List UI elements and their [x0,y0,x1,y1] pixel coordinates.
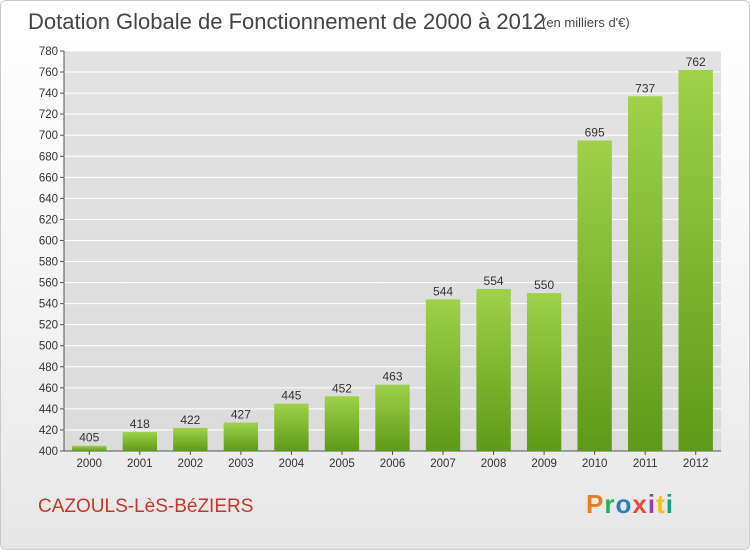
value-label: 422 [180,413,200,427]
y-tick-label: 760 [39,67,58,79]
x-tick-label: 2012 [683,458,709,470]
x-tick-label: 2002 [178,458,204,470]
bar [628,96,663,452]
bar [173,427,208,451]
x-tick-label: 2007 [430,458,456,470]
bar [375,384,410,451]
x-tick-label: 2000 [76,458,102,470]
value-label: 452 [332,381,352,395]
y-tick-label: 780 [39,46,58,58]
value-label: 554 [484,274,504,288]
x-tick-label: 2008 [481,458,507,470]
x-tick-label: 2011 [633,458,658,470]
bar [526,293,562,451]
plot-area: 400 420 440 460 480 500 520 540 560 580 600 620 640 6… [39,46,721,470]
value-label: 427 [231,408,251,422]
value-label: 405 [79,431,99,445]
x-tick-label: 2009 [531,458,557,470]
x-tick-label: 2010 [582,458,608,470]
y-tick-label: 480 [39,362,58,374]
x-tick-label: 2004 [279,458,305,470]
value-label: 463 [382,370,402,384]
value-label: 544 [433,284,453,298]
bar [324,396,360,451]
bar [122,432,157,451]
y-tick-label: 620 [39,214,58,226]
x-tick-label: 2006 [380,458,406,470]
logo-letter: t [656,489,666,519]
y-tick-label: 520 [39,320,58,332]
y-tick-label: 440 [39,404,58,416]
value-label: 737 [635,81,655,95]
y-tick-label: 720 [39,109,58,121]
proxiti-logo: Proxiti [586,489,674,520]
bar [577,140,612,451]
value-label: 418 [130,417,150,431]
logo-letter: r [604,489,616,519]
y-tick-label: 700 [39,130,58,142]
y-tick-label: 580 [39,257,58,269]
bar [223,422,259,451]
logo-letter: x [632,489,648,519]
y-tick-label: 400 [39,446,58,458]
y-tick-label: 500 [39,341,58,353]
x-tick-label: 2001 [127,458,153,470]
x-tick-label: 2003 [228,458,254,470]
y-tick-label: 680 [39,151,58,163]
x-tick-label: 2005 [329,458,355,470]
logo-letter: i [665,489,674,519]
bar [678,69,713,452]
bar [274,403,309,451]
y-tick-label: 640 [39,193,58,205]
bar [425,299,461,451]
commune-name: CAZOULS-LèS-BéZIERS [38,496,254,517]
value-label: 762 [686,55,706,69]
value-label: 550 [534,278,554,292]
y-tick-label: 460 [39,383,58,395]
bar [476,288,511,451]
value-label: 445 [281,389,301,403]
chart-subtitle: (en milliers d'€) [542,15,630,30]
logo-letter: P [586,489,605,519]
y-tick-label: 740 [39,88,58,100]
bar [72,445,107,451]
y-tick-label: 540 [39,299,58,311]
y-tick-label: 600 [39,235,58,247]
chart-title: Dotation Globale de Fonctionnement de 20… [28,9,546,34]
logo-letter: i [647,489,657,519]
logo-letter: o [615,489,633,519]
y-tick-label: 660 [39,172,58,184]
y-tick-label: 420 [39,425,58,437]
value-label: 695 [585,125,605,139]
y-tick-label: 560 [39,278,58,290]
